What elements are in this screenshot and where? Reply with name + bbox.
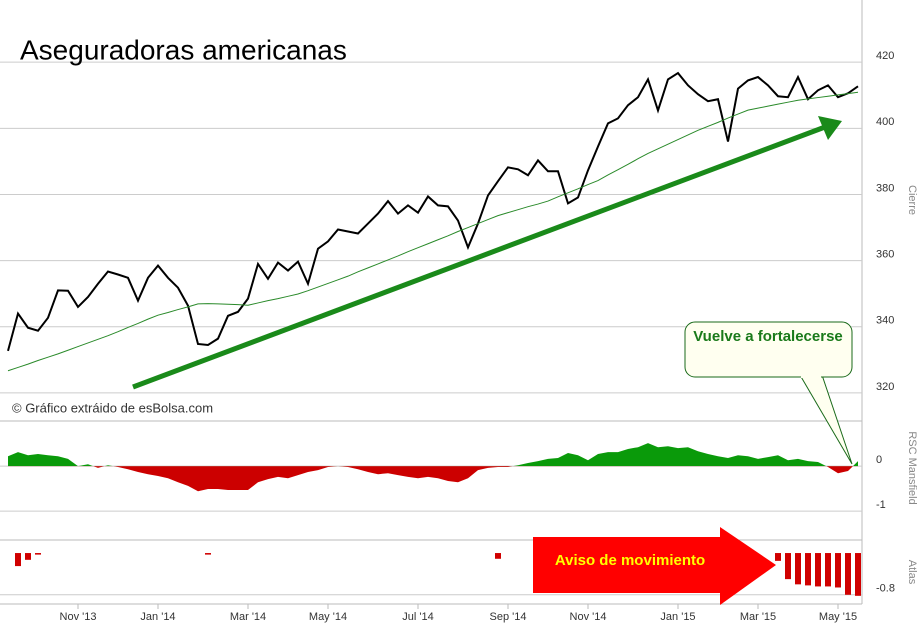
callout-box [684, 321, 853, 378]
y-axis-title: Cierre [906, 185, 918, 215]
y-tick-label: 340 [876, 315, 894, 327]
bar [35, 553, 41, 555]
bar [205, 553, 211, 555]
y-tick-label: 420 [876, 50, 894, 62]
y-axis-title: Atlas [906, 560, 918, 585]
x-tick-label: Nov '13 [60, 611, 97, 623]
area-negative [93, 466, 853, 492]
x-tick-label: Mar '15 [740, 611, 776, 623]
x-tick-label: Sep '14 [490, 611, 527, 623]
x-tick-label: Jan '14 [140, 611, 175, 623]
callout-text: Vuelve a fortalecerse [693, 328, 843, 345]
y-tick-label: 0 [876, 454, 882, 466]
x-tick-label: May '14 [309, 611, 347, 623]
bar [775, 553, 781, 561]
x-tick-label: May '15 [819, 611, 857, 623]
trend-arrow [132, 124, 826, 390]
bar [785, 553, 791, 580]
bar [25, 553, 31, 560]
bar [835, 553, 841, 588]
x-tick-label: Jan '15 [660, 611, 695, 623]
bar [805, 553, 811, 586]
y-tick-label: -1 [876, 499, 886, 511]
y-tick-label: 400 [876, 116, 894, 128]
y-tick-label: 320 [876, 381, 894, 393]
aviso-arrow [533, 527, 776, 605]
y-tick-label: -0.8 [876, 583, 895, 595]
x-tick-label: Jul '14 [402, 611, 433, 623]
x-tick-label: Nov '14 [570, 611, 607, 623]
aviso-text: Aviso de movimiento [554, 552, 706, 569]
trend-arrow-head [818, 116, 842, 140]
bar [815, 553, 821, 587]
callout-join [801, 374, 821, 378]
line [7, 91, 859, 372]
bar [845, 553, 851, 595]
bar [15, 553, 21, 567]
line [7, 71, 859, 352]
bar [495, 553, 501, 559]
bar [795, 553, 801, 585]
x-tick-label: Mar '14 [230, 611, 266, 623]
callout-pointer [799, 374, 853, 465]
source: © Gráfico extráido de esBolsa.com [12, 400, 213, 415]
y-tick-label: 380 [876, 182, 894, 194]
bar [855, 553, 861, 596]
chart-title: Aseguradoras americanas [20, 34, 347, 65]
y-axis-title: RSC Mansfield [906, 431, 918, 504]
y-tick-label: 360 [876, 249, 894, 261]
bar [825, 553, 831, 587]
area-positive [8, 443, 858, 467]
